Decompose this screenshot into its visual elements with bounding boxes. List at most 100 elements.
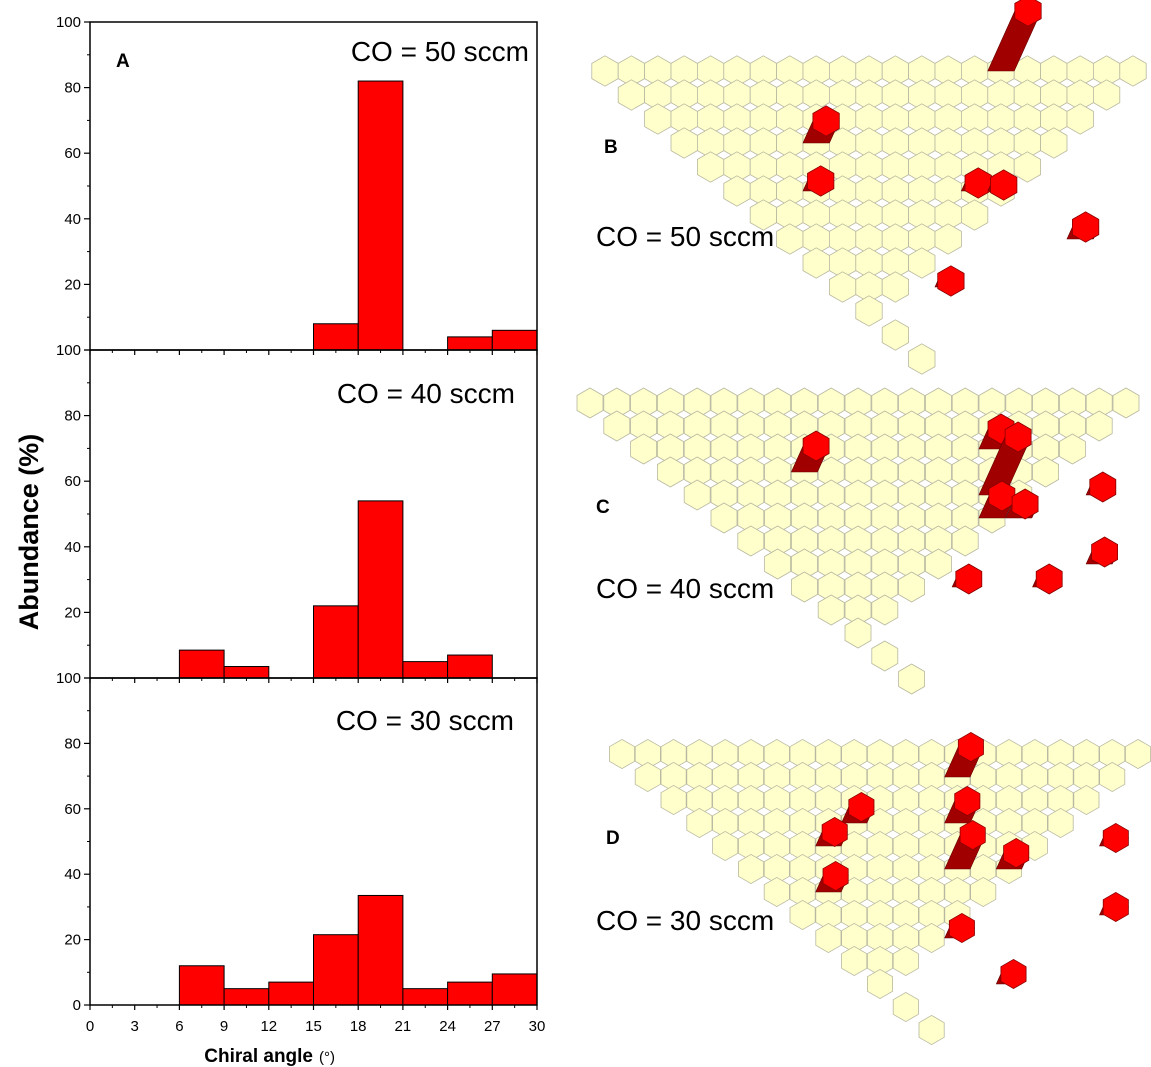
- hex-cell: [644, 103, 672, 135]
- hex-cell: [630, 433, 657, 465]
- hex-cell: [1099, 761, 1126, 793]
- x-tick-label: 3: [131, 1018, 139, 1035]
- hex-cell: [802, 247, 830, 279]
- pillar-top: [1000, 958, 1027, 990]
- y-axis-label: Abundance (%): [14, 434, 44, 631]
- y-tick-label: 100: [56, 670, 81, 687]
- pillar-top: [1011, 488, 1039, 520]
- hex-cell: [881, 319, 909, 351]
- bar: [268, 981, 314, 1006]
- hex-cell: [815, 922, 842, 954]
- pillar-top: [1014, 0, 1042, 27]
- map-caption: CO = 30 sccm: [596, 905, 774, 936]
- x-tick-label: 30: [529, 1018, 546, 1035]
- y-tick-label: 100: [56, 342, 81, 359]
- y-tick-label: 40: [64, 211, 81, 228]
- pillar-top: [937, 265, 965, 297]
- hex-cell: [617, 79, 645, 111]
- pillar-top: [1089, 471, 1117, 503]
- hex-cell: [763, 876, 790, 908]
- hex-cell: [1073, 784, 1100, 816]
- x-tick-label: 6: [175, 1018, 183, 1035]
- hex-cell: [908, 247, 936, 279]
- hex-cell: [925, 548, 952, 580]
- pillar-top: [848, 791, 875, 823]
- hex-cell: [898, 571, 925, 603]
- hex-cell: [961, 199, 989, 231]
- y-tick-label: 60: [64, 473, 81, 490]
- bar: [223, 988, 270, 1006]
- map-caption: CO = 50 sccm: [596, 221, 774, 252]
- pillar-top: [821, 816, 848, 848]
- y-tick-label: 0: [73, 997, 81, 1014]
- y-tick-label: 60: [64, 145, 81, 162]
- y-tick-label: 20: [64, 932, 81, 949]
- hex-cell: [951, 525, 979, 557]
- hex-cell: [738, 853, 764, 885]
- pillar-top: [1102, 822, 1129, 854]
- hex-cell: [892, 991, 919, 1023]
- hex-cell: [1032, 456, 1059, 488]
- bar: [313, 605, 359, 679]
- hex-cell: [1125, 738, 1151, 770]
- pillar-top: [822, 860, 849, 892]
- x-tick-label: 12: [260, 1018, 277, 1035]
- panel-letter: A: [116, 51, 130, 72]
- hex-cell: [1119, 55, 1147, 87]
- y-tick-label: 80: [64, 408, 81, 425]
- chirality-map-B: B CO = 50 sccm: [591, 0, 1147, 375]
- panel-letter: D: [606, 828, 620, 849]
- bar: [357, 500, 404, 679]
- y-tick-label: 100: [56, 14, 81, 31]
- chirality-map-C: C CO = 40 sccm: [576, 387, 1140, 695]
- pillar-top: [812, 105, 840, 137]
- hex-cell: [737, 525, 765, 557]
- x-tick-label: 15: [305, 1018, 322, 1035]
- hex-cell: [970, 876, 997, 908]
- chirality-map-D: D CO = 30 sccm: [596, 731, 1151, 1046]
- pillar-top: [957, 731, 984, 763]
- x-axis-unit: (°): [319, 1049, 335, 1066]
- hex-cell: [576, 387, 604, 419]
- y-tick-label: 40: [64, 866, 81, 883]
- y-tick-label: 20: [64, 604, 81, 621]
- hex-cell: [898, 663, 925, 695]
- pillar-top: [948, 912, 975, 944]
- hex-cell: [934, 223, 962, 255]
- pillar-top: [802, 430, 830, 462]
- bar: [178, 965, 225, 1006]
- hex-cell: [1112, 387, 1140, 419]
- y-tick-label: 20: [64, 276, 81, 293]
- chart-panel-3: 0 20 40 60 80 100 0 3 6 9 12 15 18 21 24 27 30 CO = 30 sc…: [56, 670, 545, 1035]
- x-tick-label: 18: [350, 1018, 367, 1035]
- pillar-top: [955, 563, 983, 595]
- hex-cell: [764, 548, 791, 580]
- hex-cell: [789, 899, 816, 931]
- bar: [491, 329, 538, 351]
- hex-cell: [697, 151, 725, 183]
- pillar-top: [1102, 891, 1129, 923]
- bar: [313, 323, 359, 351]
- hex-cell: [867, 968, 893, 1000]
- bar: [357, 894, 404, 1006]
- bar: [447, 981, 493, 1006]
- pillar-top: [964, 167, 992, 199]
- hex-cell: [683, 479, 711, 511]
- hex-cell: [881, 271, 909, 303]
- hex-cell: [918, 1014, 945, 1046]
- chart-panel-2: 20 40 60 80 100 CO = 40 sccm: [56, 342, 538, 683]
- hex-cell: [723, 175, 751, 207]
- hex-cell: [776, 223, 804, 255]
- hex-cell: [871, 640, 899, 672]
- bar: [357, 80, 404, 351]
- pillar-top: [807, 165, 835, 197]
- pillar-top: [1004, 421, 1032, 453]
- hex-cell: [817, 594, 845, 626]
- hex-cell: [712, 830, 739, 862]
- pillar-top: [990, 169, 1018, 201]
- map-caption: CO = 40 sccm: [596, 573, 774, 604]
- pillar-top: [988, 480, 1016, 512]
- panel-title: CO = 40 sccm: [337, 378, 515, 409]
- hex-cell: [1093, 79, 1121, 111]
